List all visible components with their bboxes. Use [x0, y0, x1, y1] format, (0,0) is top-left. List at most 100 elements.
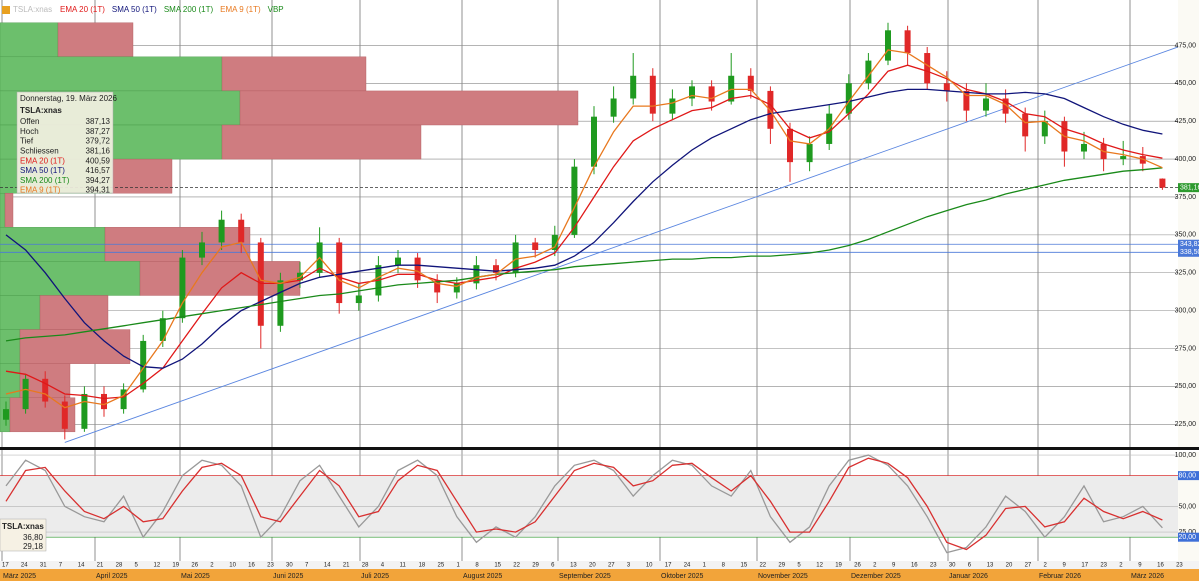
x-month-label: April 2025	[96, 573, 128, 580]
level-label-box	[1178, 183, 1199, 193]
y-tick-label: 450,00	[1175, 80, 1197, 87]
vbp-up-bar	[0, 56, 223, 92]
candle-body	[865, 60, 872, 84]
candle-body	[257, 242, 264, 326]
x-day-label: 2	[210, 563, 214, 569]
candle-body	[806, 143, 813, 163]
tooltip-label: EMA 9 (1T)	[20, 186, 61, 195]
day-strip	[0, 561, 1199, 569]
x-day-label: 22	[759, 563, 766, 569]
x-day-label: 21	[97, 563, 104, 569]
candle-body	[1022, 113, 1029, 137]
x-day-label: 27	[1025, 563, 1032, 569]
x-day-label: 23	[267, 563, 274, 569]
level-label: 343,82	[1180, 241, 1199, 248]
vbp-up-bar	[0, 192, 6, 228]
level-label-box	[1178, 239, 1199, 249]
panel-separator	[0, 447, 1199, 450]
x-day-label: 21	[343, 563, 350, 569]
candle-body	[1002, 98, 1009, 114]
x-day-label: 15	[741, 563, 748, 569]
x-day-label: 29	[778, 563, 785, 569]
tooltip-value: 416,57	[86, 166, 111, 175]
y-tick-label: 350,00	[1175, 232, 1197, 239]
x-day-label: 1	[703, 563, 707, 569]
y-tick-label: 300,00	[1175, 307, 1197, 314]
vbp-up-bar	[0, 329, 21, 364]
candle-body	[493, 265, 499, 273]
x-day-label: 11	[400, 563, 407, 569]
x-day-label: 16	[1157, 563, 1164, 569]
y-tick-label: 100,00	[1175, 452, 1197, 459]
x-day-label: 6	[551, 563, 555, 569]
trendline	[64, 46, 1179, 443]
x-month-label: Juni 2025	[273, 573, 303, 580]
x-day-label: 8	[722, 563, 726, 569]
candle-body	[708, 86, 715, 102]
x-day-label: 5	[135, 563, 139, 569]
candle-body	[355, 295, 362, 304]
x-day-label: 23	[1100, 563, 1107, 569]
candle-body	[610, 98, 617, 117]
x-month-label: September 2025	[559, 573, 611, 580]
x-day-label: 9	[1138, 563, 1142, 569]
candle-body	[1159, 178, 1166, 188]
candle-body	[649, 75, 656, 114]
x-day-label: 25	[438, 563, 445, 569]
x-day-label: 28	[116, 563, 123, 569]
candle-body	[277, 280, 284, 326]
tick-label-box	[1178, 532, 1199, 542]
moving-average-line	[5, 49, 1163, 409]
candle-body	[943, 83, 950, 91]
moving-average-line	[5, 167, 1163, 342]
candle-body	[1041, 121, 1048, 137]
tooltip-date: Donnerstag, 19. März 2026	[20, 94, 117, 103]
candle-body	[571, 166, 578, 235]
vbp-down-bar	[239, 90, 579, 126]
candle-body	[179, 257, 186, 319]
x-day-label: 24	[684, 563, 691, 569]
tooltip-label: SMA 50 (1T)	[20, 166, 65, 175]
tick-label-box	[1178, 471, 1199, 481]
x-day-label: 13	[570, 563, 577, 569]
x-day-label: 26	[191, 563, 198, 569]
candle-body	[61, 401, 68, 429]
x-month-label: August 2025	[463, 573, 502, 580]
vbp-down-bar	[221, 124, 422, 160]
candle-body	[434, 280, 441, 293]
x-day-label: 4	[381, 563, 385, 569]
x-day-label: 17	[665, 563, 672, 569]
tooltip-value: 379,72	[86, 137, 111, 146]
x-day-label: 7	[59, 563, 63, 569]
x-day-label: 15	[494, 563, 501, 569]
moving-average-line	[5, 64, 1163, 400]
candle-body	[414, 257, 421, 281]
candle-body	[238, 219, 245, 243]
x-day-label: 6	[968, 563, 972, 569]
candle-body	[551, 234, 558, 251]
candle-body	[140, 340, 147, 390]
x-day-label: 9	[1062, 563, 1066, 569]
legend-entry: SMA 50 (1T)	[112, 5, 157, 14]
y-tick-label: 425,00	[1175, 118, 1197, 125]
x-day-label: 27	[608, 563, 615, 569]
tooltip-label: SMA 200 (1T)	[20, 176, 70, 185]
x-day-label: 2	[1044, 563, 1048, 569]
level-label: 338,50	[1180, 249, 1199, 256]
candle-body	[42, 378, 49, 402]
legend-icon	[2, 6, 10, 14]
x-day-label: 7	[305, 563, 309, 569]
x-month-label: Dezember 2025	[851, 573, 901, 580]
tooltip-label: Offen	[20, 117, 39, 126]
candle-body	[218, 219, 225, 243]
tooltip-value: 394,27	[86, 176, 111, 185]
candle-body	[983, 98, 989, 111]
tooltip-value: 387,13	[86, 117, 111, 126]
x-day-label: 26	[854, 563, 861, 569]
vbp-up-bar	[0, 261, 141, 296]
tooltip-value: 381,16	[86, 147, 111, 156]
tooltip-value: 394,31	[86, 186, 111, 195]
candle-body	[924, 53, 931, 84]
x-day-label: 17	[2, 563, 9, 569]
candle-body	[532, 242, 539, 251]
